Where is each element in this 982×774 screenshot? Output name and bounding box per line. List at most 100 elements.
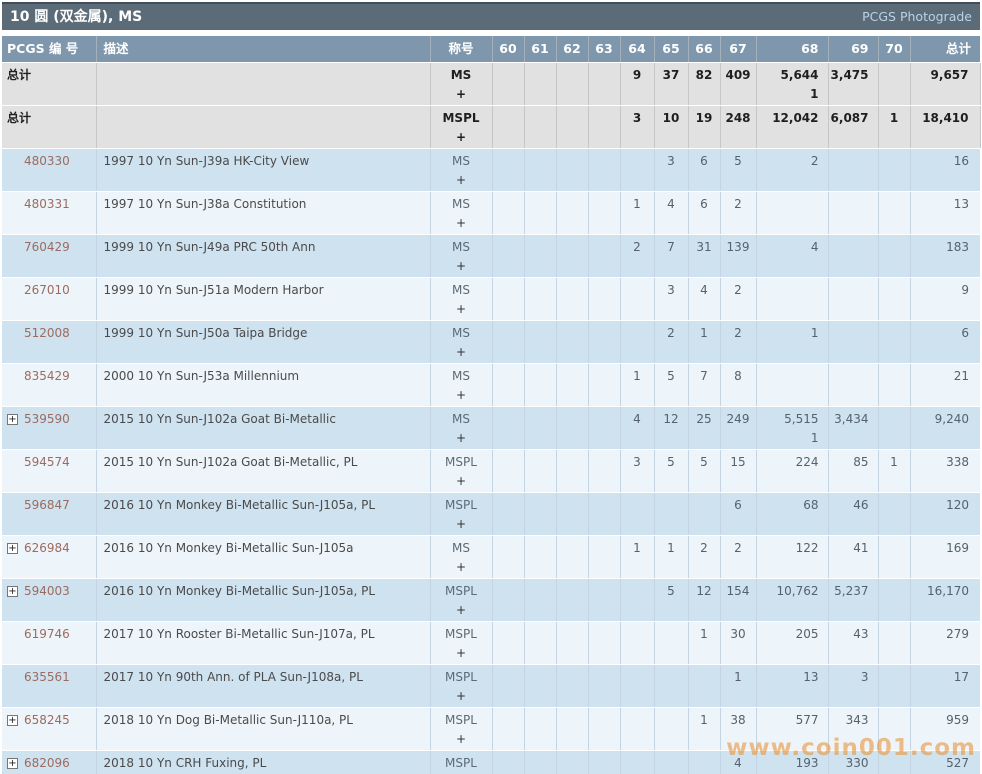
grade-62-cell [556,707,589,751]
grade-69-cell: 43 [828,621,879,665]
designation-cell: MS + [430,191,493,235]
pcgs-number-link[interactable]: 760429 [24,240,70,254]
plus-designation-label: + [455,732,467,746]
grade-64-cell [620,492,655,536]
description-cell [96,62,431,106]
pcgs-number-link[interactable]: 619746 [24,627,70,641]
description-cell [96,105,431,149]
totals-row: 总计 MSPL +3 10 19 248 12,042 6,087 1 18,410 [2,105,981,149]
pcgs-cell: +658245 [2,707,97,751]
grade-70-cell [878,492,911,536]
pcgs-number-link[interactable]: 596847 [24,498,70,512]
coin-row: 619746 2017 10 Yn Rooster Bi-Metallic Sun… [2,621,980,665]
grade-67-cell: 8 [720,363,757,407]
grade-63-cell [588,191,621,235]
population-count: 5 [734,154,742,168]
pcgs-number-link[interactable]: 626984 [24,541,70,555]
grade-62-cell [556,449,589,493]
pcgs-number-link[interactable]: 835429 [24,369,70,383]
grade-61-cell [524,578,557,622]
population-count: 46 [853,498,869,512]
designation-label: MS [452,240,470,254]
grade-63-cell [588,105,621,149]
section-title: 10 圆 (双金属), MS [10,9,143,25]
population-count: 527 [946,756,969,770]
grade-63-cell [588,535,621,579]
grade-65-cell: 4 [654,191,689,235]
grade-63-cell [588,621,621,665]
expand-plus-icon[interactable]: + [7,543,18,554]
plus-population-count: 1 [810,431,819,445]
column-header-pcgs-number: PCGS 编 号 [2,36,97,63]
grade-68-cell: 68 [756,492,829,536]
grade-68-cell: 4 [756,234,829,278]
expand-plus-icon[interactable]: + [7,715,18,726]
grade-60-cell [492,363,525,407]
description-cell: 1999 10 Yn Sun-J51a Modern Harbor [96,277,431,321]
coin-row: 594574 2015 10 Yn Sun-J102a Goat Bi-Metal… [2,449,980,493]
pcgs-cell: 总计 [2,105,97,149]
grade-67-cell: 2 [720,191,757,235]
pcgs-cell: 480330 [2,148,97,192]
population-count: 12 [663,412,679,426]
population-count: 1 [633,197,641,211]
total-cell: 183 [910,234,980,278]
coin-row: 760429 1999 10 Yn Sun-J49a PRC 50th Ann MS… [2,234,980,278]
grade-68-cell: 205 [756,621,829,665]
population-count: 4 [700,283,708,297]
grade-62-cell [556,621,589,665]
population-count: 82 [695,68,713,82]
pcgs-number-link[interactable]: 539590 [24,412,70,426]
pcgs-photograde-link[interactable]: PCGS Photograde [862,9,972,24]
grade-67-cell: 2 [720,277,757,321]
grade-65-cell: 3 [654,148,689,192]
population-count: 4 [633,412,641,426]
population-count: 16 [953,154,969,168]
population-count: 1 [810,326,819,340]
coin-row: +594003 2016 10 Yn Monkey Bi-Metallic Sun… [2,578,980,622]
totals-label: 总计 [7,68,32,82]
coin-row: 267010 1999 10 Yn Sun-J51a Modern Harbor M… [2,277,980,321]
pcgs-number-link[interactable]: 682096 [24,756,70,770]
grade-70-cell [878,234,911,278]
population-count: 249 [726,412,750,426]
population-count: 183 [946,240,969,254]
pcgs-number-link[interactable]: 594574 [24,455,70,469]
expand-plus-icon[interactable]: + [7,414,18,425]
designation-label: MSPL [445,498,477,512]
pcgs-number-link[interactable]: 635561 [24,670,70,684]
population-count: 3,475 [830,68,869,82]
plus-designation-label: + [455,388,467,402]
grade-69-cell [828,277,879,321]
grade-69-cell: 5,237 [828,578,879,622]
plus-designation-label: + [455,431,467,445]
description-cell: 2016 10 Yn Monkey Bi-Metallic Sun-J105a,… [96,492,431,536]
pcgs-number-link[interactable]: 480331 [24,197,70,211]
grade-61-cell [524,492,557,536]
pcgs-cell: 512008 [2,320,97,364]
grade-70-cell [878,62,911,106]
pcgs-number-link[interactable]: 267010 [24,283,70,297]
grade-70-cell [878,277,911,321]
grade-68-cell [756,191,829,235]
population-count: 4 [810,240,819,254]
population-count: 169 [946,541,969,555]
grade-62-cell [556,750,589,774]
grade-63-cell [588,664,621,708]
pcgs-number-link[interactable]: 480330 [24,154,70,168]
pcgs-number-link[interactable]: 512008 [24,326,70,340]
description-cell: 2015 10 Yn Sun-J102a Goat Bi-Metallic [96,406,431,450]
pcgs-number-link[interactable]: 658245 [24,713,70,727]
grade-65-cell [654,664,689,708]
plus-designation-label: + [455,689,467,703]
expand-plus-icon[interactable]: + [7,586,18,597]
grade-63-cell [588,707,621,751]
grade-64-cell [620,707,655,751]
designation-label: MS [452,197,470,211]
pcgs-number-link[interactable]: 594003 [24,584,70,598]
grade-60-cell [492,707,525,751]
expand-plus-icon[interactable]: + [7,758,18,769]
grade-68-cell: 10,762 [756,578,829,622]
grade-65-cell: 5 [654,363,689,407]
grade-64-cell [620,578,655,622]
